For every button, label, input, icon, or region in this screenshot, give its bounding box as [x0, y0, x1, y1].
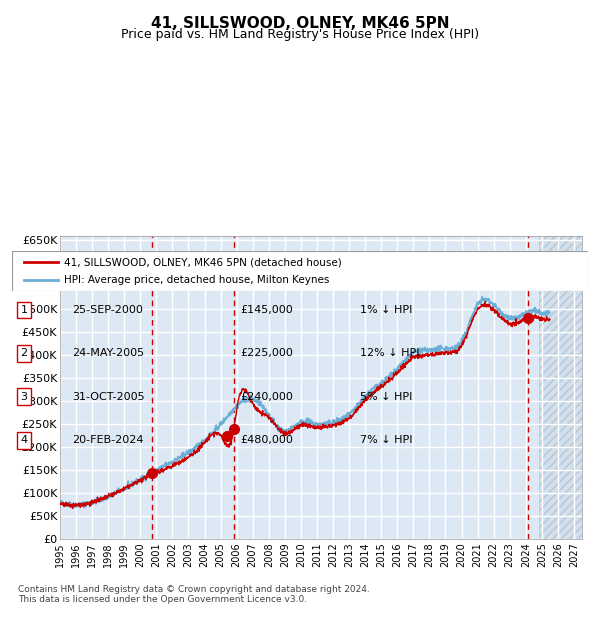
Text: 4: 4	[524, 261, 532, 274]
Text: £480,000: £480,000	[240, 435, 293, 445]
Text: £240,000: £240,000	[240, 392, 293, 402]
Text: 1% ↓ HPI: 1% ↓ HPI	[360, 305, 412, 315]
Text: 20-FEB-2024: 20-FEB-2024	[72, 435, 143, 445]
Text: 1: 1	[20, 305, 28, 315]
Text: 5% ↓ HPI: 5% ↓ HPI	[360, 392, 412, 402]
FancyBboxPatch shape	[12, 251, 588, 291]
Text: 41, SILLSWOOD, OLNEY, MK46 5PN: 41, SILLSWOOD, OLNEY, MK46 5PN	[151, 16, 449, 30]
Text: £225,000: £225,000	[240, 348, 293, 358]
Text: 4: 4	[20, 435, 28, 445]
Text: 31-OCT-2005: 31-OCT-2005	[72, 392, 145, 402]
Text: 1: 1	[148, 261, 156, 274]
Text: 3: 3	[20, 392, 28, 402]
Text: £145,000: £145,000	[240, 305, 293, 315]
Text: Contains HM Land Registry data © Crown copyright and database right 2024.
This d: Contains HM Land Registry data © Crown c…	[18, 585, 370, 604]
Text: 24-MAY-2005: 24-MAY-2005	[72, 348, 144, 358]
Text: 41, SILLSWOOD, OLNEY, MK46 5PN (detached house): 41, SILLSWOOD, OLNEY, MK46 5PN (detached…	[64, 257, 341, 267]
Text: 3: 3	[230, 261, 238, 274]
Text: 25-SEP-2000: 25-SEP-2000	[72, 305, 143, 315]
Bar	[539, 236, 582, 539]
Text: 12% ↓ HPI: 12% ↓ HPI	[360, 348, 419, 358]
Text: 7% ↓ HPI: 7% ↓ HPI	[360, 435, 413, 445]
Text: HPI: Average price, detached house, Milton Keynes: HPI: Average price, detached house, Milt…	[64, 275, 329, 285]
Text: Price paid vs. HM Land Registry's House Price Index (HPI): Price paid vs. HM Land Registry's House …	[121, 28, 479, 41]
Text: 2: 2	[20, 348, 28, 358]
